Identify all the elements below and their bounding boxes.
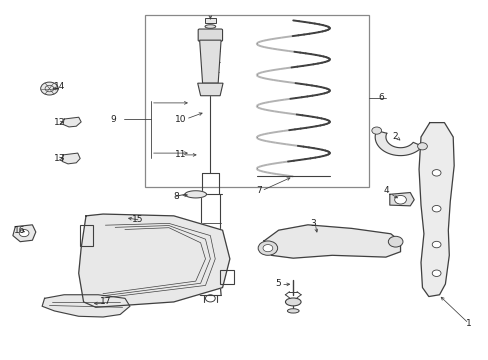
Text: 15: 15 xyxy=(131,215,142,224)
Polygon shape xyxy=(374,131,422,156)
Circle shape xyxy=(371,127,381,134)
Circle shape xyxy=(431,170,440,176)
Circle shape xyxy=(258,241,277,255)
FancyBboxPatch shape xyxy=(198,29,222,41)
Circle shape xyxy=(417,143,427,150)
FancyBboxPatch shape xyxy=(204,18,215,23)
Polygon shape xyxy=(79,214,229,307)
Circle shape xyxy=(431,241,440,248)
Polygon shape xyxy=(418,123,453,297)
Text: 6: 6 xyxy=(377,93,383,102)
Text: 8: 8 xyxy=(173,192,179,201)
Text: 7: 7 xyxy=(256,186,262,195)
Circle shape xyxy=(431,206,440,212)
Text: 14: 14 xyxy=(53,82,65,91)
Text: 1: 1 xyxy=(465,319,471,328)
Polygon shape xyxy=(13,225,36,242)
Polygon shape xyxy=(199,40,221,83)
Polygon shape xyxy=(62,153,80,164)
Text: 17: 17 xyxy=(100,297,111,306)
Text: 11: 11 xyxy=(175,150,186,159)
Circle shape xyxy=(19,229,29,237)
Polygon shape xyxy=(63,117,81,127)
Text: 9: 9 xyxy=(110,114,116,123)
Text: 3: 3 xyxy=(309,219,315,228)
Circle shape xyxy=(387,236,402,247)
Polygon shape xyxy=(184,191,206,198)
Text: 2: 2 xyxy=(392,132,398,141)
Polygon shape xyxy=(42,295,130,317)
Circle shape xyxy=(41,82,58,95)
Bar xyxy=(80,225,93,246)
Text: 10: 10 xyxy=(175,114,186,123)
Text: 16: 16 xyxy=(15,226,26,235)
Ellipse shape xyxy=(285,298,301,306)
Ellipse shape xyxy=(287,309,299,313)
Circle shape xyxy=(431,270,440,276)
Polygon shape xyxy=(197,83,223,96)
Text: 12: 12 xyxy=(53,118,65,127)
Circle shape xyxy=(263,244,272,252)
Text: 4: 4 xyxy=(382,186,388,195)
Polygon shape xyxy=(264,225,400,258)
Text: 13: 13 xyxy=(53,154,65,163)
Bar xyxy=(220,270,233,284)
Polygon shape xyxy=(389,193,413,206)
Bar xyxy=(144,15,368,187)
Circle shape xyxy=(394,195,406,204)
Ellipse shape xyxy=(204,25,215,28)
Text: 5: 5 xyxy=(275,279,281,288)
